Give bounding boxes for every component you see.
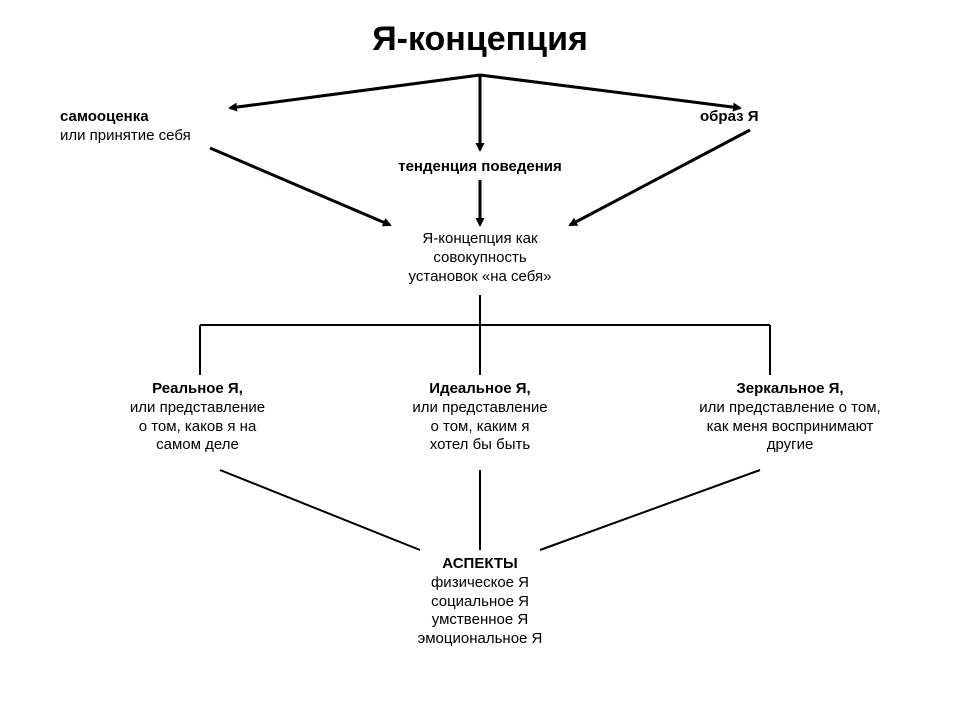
- node-self-esteem-sub: или принятие себя: [60, 127, 191, 144]
- node-aspects-title: АСПЕКТЫ: [442, 555, 517, 572]
- node-ideal-self-title: Идеальное Я,: [429, 380, 530, 397]
- node-self-esteem-title: самооценка: [60, 108, 149, 125]
- node-self-esteem: самооценка или принятие себя: [60, 108, 290, 146]
- node-ideal-self-l2: о том, каким я: [431, 418, 530, 435]
- node-aspects: АСПЕКТЫ физическое Я социальное Я умстве…: [370, 555, 590, 649]
- node-behavior-tendency-title: тенденция поведения: [398, 158, 562, 175]
- node-concept-line2: совокупность: [433, 249, 526, 266]
- node-real-self-l2: о том, каков я на: [139, 418, 257, 435]
- node-aspects-l3: умственное Я: [432, 611, 528, 628]
- node-self-concept-as-set: Я-концепция как совокупность установок «…: [345, 230, 615, 286]
- node-behavior-tendency: тенденция поведения: [345, 158, 615, 177]
- node-mirror-self-l3: другие: [767, 436, 814, 453]
- node-aspects-l1: физическое Я: [431, 574, 529, 591]
- node-real-self-l3: самом деле: [156, 436, 239, 453]
- node-aspects-l4: эмоциональное Я: [418, 630, 543, 647]
- node-ideal-self-l1: или представление: [412, 399, 547, 416]
- node-self-image-title: образ Я: [700, 108, 759, 125]
- connector-line: [230, 75, 480, 108]
- node-self-image: образ Я: [700, 108, 900, 127]
- node-ideal-self: Идеальное Я, или представление о том, ка…: [350, 380, 610, 455]
- node-real-self: Реальное Я, или представление о том, как…: [70, 380, 325, 455]
- diagram-title: Я-концепция: [280, 18, 680, 61]
- node-mirror-self-l2: как меня воспринимают: [707, 418, 874, 435]
- node-concept-line3: установок «на себя»: [409, 268, 552, 285]
- connector-line: [570, 130, 750, 225]
- connector-line: [480, 75, 740, 108]
- connector-line: [220, 470, 420, 550]
- node-mirror-self-l1: или представление о том,: [699, 399, 880, 416]
- node-real-self-title: Реальное Я,: [152, 380, 243, 397]
- diagram-canvas: Я-концепция самооценка или принятие себя…: [0, 0, 960, 720]
- node-mirror-self: Зеркальное Я, или представление о том, к…: [650, 380, 930, 455]
- node-aspects-l2: социальное Я: [431, 593, 529, 610]
- node-real-self-l1: или представление: [130, 399, 265, 416]
- node-concept-line1: Я-концепция как: [422, 230, 537, 247]
- node-ideal-self-l3: хотел бы быть: [430, 436, 530, 453]
- connector-line: [540, 470, 760, 550]
- node-mirror-self-title: Зеркальное Я,: [736, 380, 843, 397]
